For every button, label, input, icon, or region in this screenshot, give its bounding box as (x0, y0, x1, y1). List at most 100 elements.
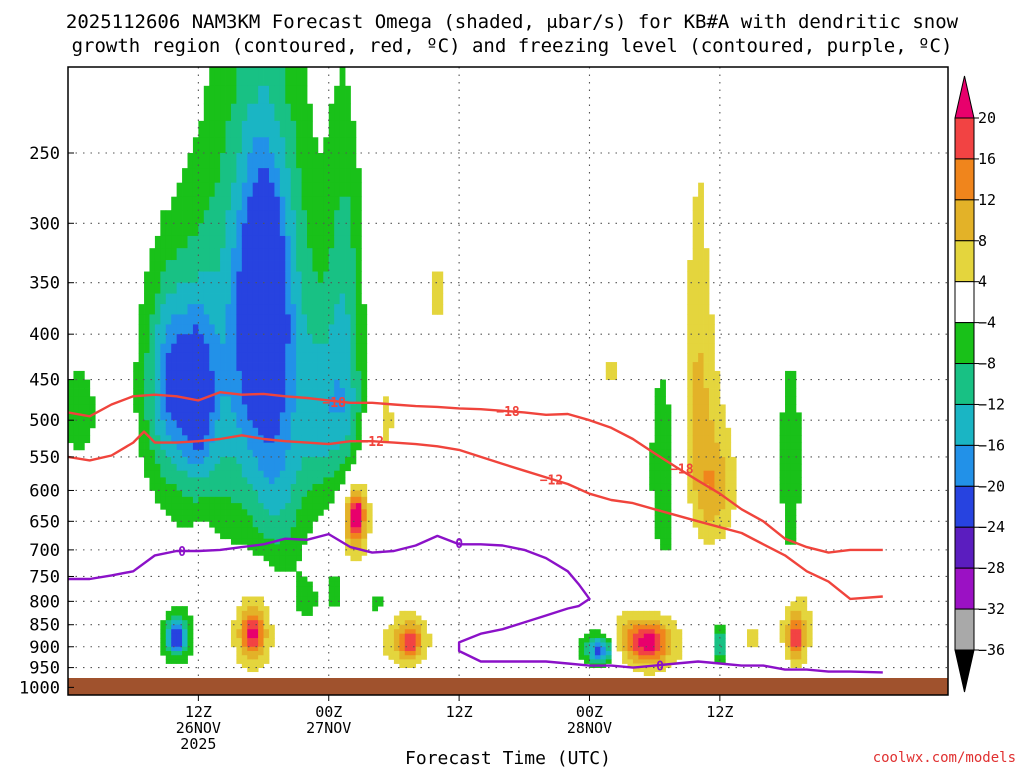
omega-cell (687, 435, 694, 444)
omega-cell (692, 271, 699, 284)
omega-cell (725, 442, 732, 451)
omega-cell (236, 379, 243, 389)
omega-cell (198, 442, 205, 451)
omega-cell (307, 120, 313, 138)
omega-cell (334, 282, 340, 294)
omega-cell (714, 624, 721, 630)
omega-cell (654, 477, 661, 485)
omega-cell (73, 427, 80, 436)
omega-cell (654, 624, 661, 630)
omega-cell (203, 388, 210, 397)
omega-cell (176, 343, 183, 354)
omega-cell (165, 412, 172, 421)
omega-cell (296, 248, 302, 261)
omega-cell (268, 533, 275, 540)
omega-cell (252, 103, 259, 122)
omega-cell (665, 646, 672, 652)
omega-cell (176, 420, 183, 429)
omega-cell (632, 651, 639, 656)
omega-cell (165, 248, 172, 261)
omega-cell (225, 533, 232, 540)
omega-cell (165, 470, 172, 478)
omega-cell (84, 404, 91, 413)
omega-cell (589, 638, 596, 643)
omega-cell (192, 456, 199, 465)
omega-cell (785, 470, 791, 478)
omega-cell (622, 620, 628, 626)
omega-cell (421, 646, 427, 652)
omega-cell (350, 396, 357, 405)
omega-cell (687, 449, 694, 458)
omega-cell (236, 533, 243, 540)
omega-cell (220, 352, 226, 363)
colorbar-label: 12 (978, 191, 996, 209)
omega-cell (312, 334, 319, 345)
omega-cell (622, 633, 628, 639)
omega-cell (795, 420, 802, 429)
chart-title-line-2: growth region (contoured, red, ºC) and f… (72, 35, 953, 57)
omega-cell (339, 420, 346, 429)
omega-cell (176, 646, 183, 652)
omega-cell (192, 463, 199, 472)
omega-cell (182, 456, 188, 465)
omega-cell (78, 370, 85, 380)
omega-cell (307, 509, 313, 516)
omega-cell (252, 496, 259, 504)
omega-cell (214, 343, 221, 354)
omega-cell (258, 615, 264, 621)
omega-cell (714, 496, 721, 504)
omega-cell (160, 420, 167, 429)
omega-cell (247, 667, 254, 673)
omega-cell (268, 477, 275, 485)
omega-cell (241, 67, 248, 87)
omega-cell (187, 615, 194, 621)
omega-cell (301, 515, 308, 522)
omega-cell (350, 314, 357, 325)
omega-cell (236, 629, 243, 635)
omega-cell (698, 404, 704, 413)
omega-cell (263, 538, 270, 545)
omega-cell (437, 304, 444, 315)
omega-cell (698, 449, 704, 458)
omega-cell (795, 456, 802, 465)
omega-cell (182, 624, 188, 630)
omega-cell (160, 427, 167, 436)
omega-cell (225, 477, 232, 485)
colorbar-label: −8 (978, 355, 996, 373)
omega-cell (236, 646, 243, 652)
omega-cell (171, 646, 178, 652)
omega-cell (285, 427, 292, 436)
omega-cell (355, 527, 362, 534)
omega-cell (714, 503, 721, 510)
omega-cell (307, 601, 313, 607)
omega-cell (268, 555, 275, 562)
omega-cell (361, 334, 368, 345)
omega-cell (225, 404, 232, 413)
omega-cell (182, 509, 188, 516)
omega-cell (323, 271, 330, 284)
omega-cell (230, 490, 237, 498)
omega-cell (355, 352, 362, 363)
omega-cell (600, 638, 607, 643)
omega-cell (350, 555, 357, 562)
omega-cell (339, 404, 346, 413)
omega-cell (279, 352, 286, 363)
omega-cell (334, 103, 340, 122)
omega-cell (225, 496, 232, 504)
omega-cell (301, 153, 308, 169)
omega-cell (296, 576, 302, 582)
omega-cell (323, 449, 330, 458)
omega-cell (236, 527, 243, 534)
omega-cell (258, 293, 264, 305)
omega-cell (187, 196, 194, 211)
omega-cell (350, 343, 357, 354)
omega-cell (290, 282, 297, 294)
omega-cell (198, 282, 205, 294)
omega-cell (176, 477, 183, 485)
omega-cell (203, 412, 210, 421)
omega-cell (692, 483, 699, 491)
omega-cell (154, 442, 161, 451)
omega-cell (296, 435, 302, 444)
omega-cell (660, 427, 666, 436)
